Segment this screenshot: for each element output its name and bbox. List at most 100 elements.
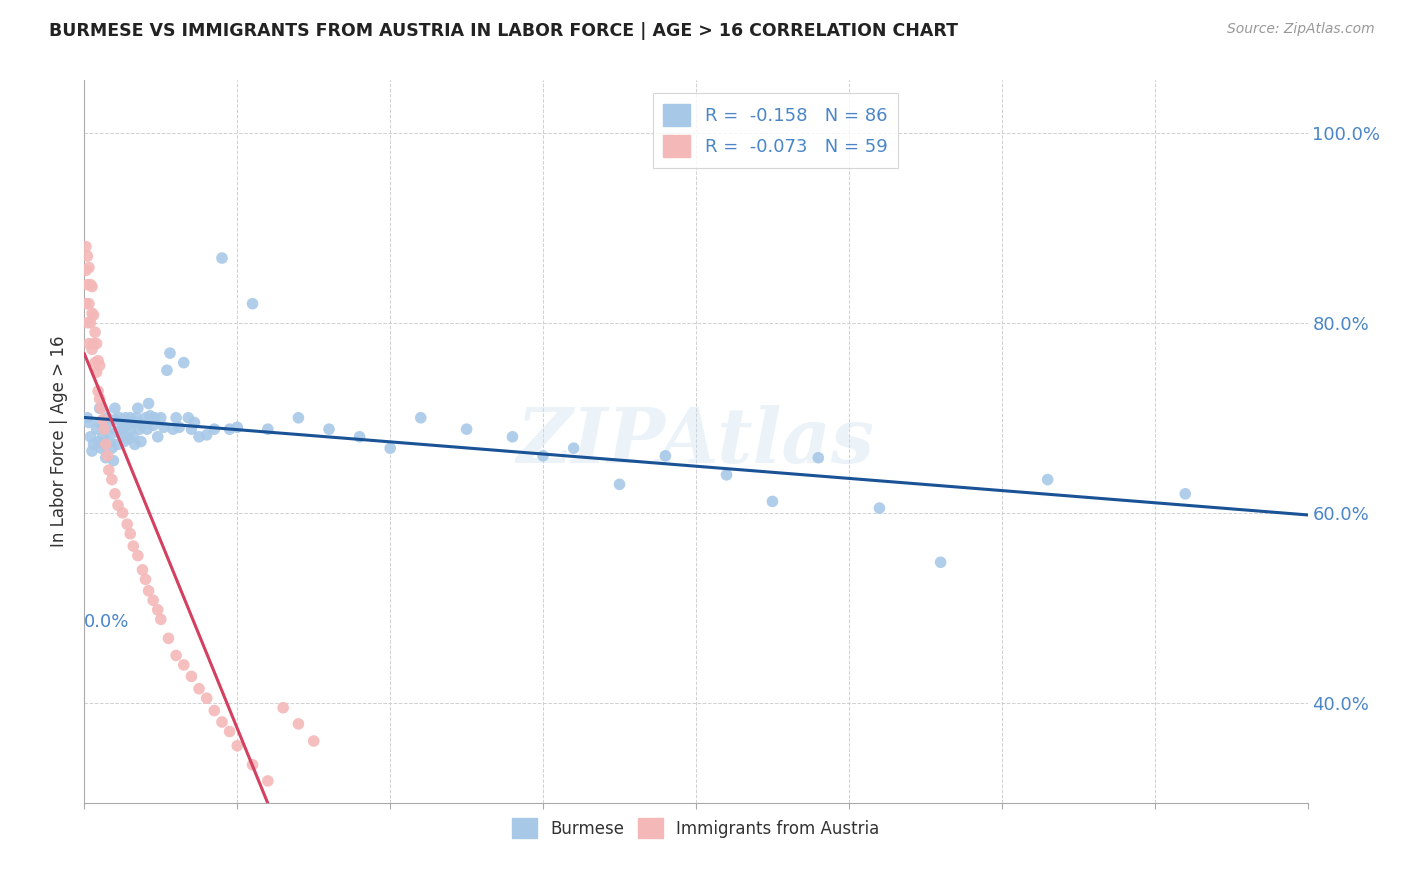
Point xyxy=(156,363,179,377)
Point xyxy=(128,422,150,436)
Point xyxy=(287,717,309,731)
Point xyxy=(105,425,128,439)
Point xyxy=(135,573,157,587)
Point xyxy=(96,449,118,463)
Point xyxy=(609,477,631,491)
Point xyxy=(211,251,233,265)
Point xyxy=(149,410,172,425)
Point xyxy=(127,416,149,430)
Point xyxy=(125,410,148,425)
Y-axis label: In Labor Force | Age > 16: In Labor Force | Age > 16 xyxy=(51,335,69,548)
Point xyxy=(97,463,120,477)
Point xyxy=(287,410,309,425)
Point xyxy=(98,434,121,449)
Point xyxy=(115,517,138,532)
Point xyxy=(120,410,142,425)
Point xyxy=(86,365,108,379)
Point xyxy=(97,416,120,430)
Point xyxy=(94,450,117,465)
Point xyxy=(177,410,200,425)
Point xyxy=(409,410,432,425)
Point xyxy=(202,422,225,436)
Point xyxy=(127,401,149,416)
Point xyxy=(94,437,117,451)
Point xyxy=(159,346,181,360)
Point xyxy=(79,277,101,292)
Point xyxy=(80,306,103,320)
Point xyxy=(91,430,114,444)
Point xyxy=(79,430,101,444)
Text: BURMESE VS IMMIGRANTS FROM AUSTRIA IN LABOR FORCE | AGE > 16 CORRELATION CHART: BURMESE VS IMMIGRANTS FROM AUSTRIA IN LA… xyxy=(49,22,959,40)
Point xyxy=(143,410,166,425)
Point xyxy=(188,430,211,444)
Point xyxy=(226,420,249,434)
Point xyxy=(562,441,585,455)
Point xyxy=(107,498,129,512)
Point xyxy=(195,428,218,442)
Point xyxy=(183,416,205,430)
Point xyxy=(80,444,103,458)
Point xyxy=(112,434,135,449)
Point xyxy=(131,418,153,433)
Point xyxy=(138,583,160,598)
Point xyxy=(90,401,112,416)
Point xyxy=(122,539,145,553)
Point xyxy=(101,473,124,487)
Point xyxy=(242,296,264,310)
Point xyxy=(226,739,249,753)
Point xyxy=(349,430,371,444)
Point xyxy=(76,277,98,292)
Point xyxy=(115,418,138,433)
Point xyxy=(157,632,180,646)
Point xyxy=(87,353,110,368)
Point xyxy=(96,410,118,425)
Point xyxy=(218,724,240,739)
Point xyxy=(139,409,162,423)
Point xyxy=(456,422,478,436)
Point xyxy=(135,410,157,425)
Point xyxy=(127,549,149,563)
Point xyxy=(77,296,100,310)
Point xyxy=(114,410,136,425)
Point xyxy=(1036,473,1059,487)
Point xyxy=(807,450,830,465)
Point xyxy=(76,249,98,263)
Point xyxy=(77,336,100,351)
Point xyxy=(218,422,240,436)
Point xyxy=(93,437,115,451)
Point xyxy=(121,416,143,430)
Point xyxy=(165,648,187,663)
Point xyxy=(103,453,125,467)
Point xyxy=(83,437,105,451)
Point xyxy=(146,603,169,617)
Point xyxy=(180,422,202,436)
Point xyxy=(654,449,676,463)
Point xyxy=(93,422,115,436)
Point xyxy=(111,506,134,520)
Point xyxy=(89,401,111,416)
Point xyxy=(380,441,402,455)
Point xyxy=(173,657,195,672)
Point xyxy=(90,441,112,455)
Point xyxy=(188,681,211,696)
Point xyxy=(257,773,280,788)
Point xyxy=(80,279,103,293)
Point xyxy=(167,420,190,434)
Point xyxy=(211,714,233,729)
Point xyxy=(531,449,554,463)
Point xyxy=(302,734,325,748)
Point xyxy=(142,418,165,433)
Point xyxy=(104,412,127,426)
Point xyxy=(77,260,100,275)
Point xyxy=(120,526,142,541)
Point xyxy=(242,757,264,772)
Point xyxy=(75,240,97,254)
Point xyxy=(271,700,294,714)
Point xyxy=(84,356,107,370)
Point xyxy=(162,422,184,436)
Point xyxy=(76,316,98,330)
Point xyxy=(108,410,131,425)
Point xyxy=(79,316,101,330)
Point xyxy=(89,359,111,373)
Point xyxy=(87,434,110,449)
